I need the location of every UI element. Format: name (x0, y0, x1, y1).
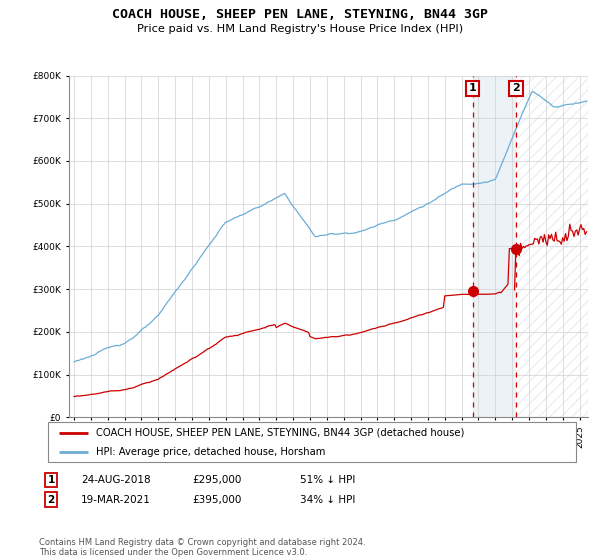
Text: 34% ↓ HPI: 34% ↓ HPI (300, 494, 355, 505)
Text: Contains HM Land Registry data © Crown copyright and database right 2024.
This d: Contains HM Land Registry data © Crown c… (39, 538, 365, 557)
Text: £295,000: £295,000 (192, 475, 241, 485)
Bar (516, 76, 588, 417)
Text: COACH HOUSE, SHEEP PEN LANE, STEYNING, BN44 3GP (detached house): COACH HOUSE, SHEEP PEN LANE, STEYNING, B… (95, 428, 464, 438)
Text: HPI: Average price, detached house, Horsham: HPI: Average price, detached house, Hors… (95, 447, 325, 457)
Bar (473, 76, 516, 417)
FancyBboxPatch shape (48, 422, 576, 462)
Text: COACH HOUSE, SHEEP PEN LANE, STEYNING, BN44 3GP: COACH HOUSE, SHEEP PEN LANE, STEYNING, B… (112, 8, 488, 21)
Text: 24-AUG-2018: 24-AUG-2018 (81, 475, 151, 485)
Bar (516, 76, 588, 417)
Text: £395,000: £395,000 (192, 494, 241, 505)
Text: 51% ↓ HPI: 51% ↓ HPI (300, 475, 355, 485)
Text: 1: 1 (469, 83, 476, 94)
Text: 19-MAR-2021: 19-MAR-2021 (81, 494, 151, 505)
Text: 2: 2 (47, 494, 55, 505)
Text: Price paid vs. HM Land Registry's House Price Index (HPI): Price paid vs. HM Land Registry's House … (137, 24, 463, 34)
Text: 1: 1 (47, 475, 55, 485)
Text: 2: 2 (512, 83, 520, 94)
